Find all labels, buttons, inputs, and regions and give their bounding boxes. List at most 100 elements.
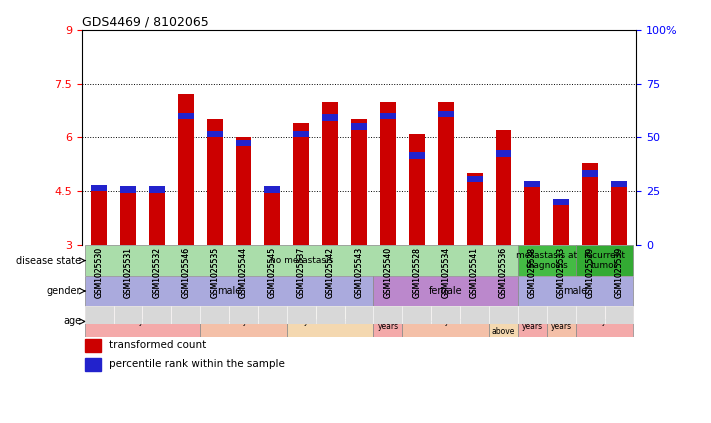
Text: GSM1025546: GSM1025546: [181, 247, 191, 298]
Bar: [85, 358, 101, 371]
Bar: [525, 181, 540, 187]
Bar: [351, 124, 367, 130]
Bar: [258, 306, 287, 324]
Text: GSM1025528: GSM1025528: [412, 247, 422, 298]
Text: no metastasis: no metastasis: [269, 256, 333, 265]
Bar: [345, 306, 373, 324]
Text: GSM1025538: GSM1025538: [528, 247, 537, 298]
Bar: [489, 306, 518, 337]
Bar: [114, 306, 142, 324]
Bar: [547, 306, 576, 324]
Bar: [322, 102, 338, 245]
Bar: [496, 130, 511, 245]
Text: GSM1025541: GSM1025541: [470, 247, 479, 298]
Text: GSM1025533: GSM1025533: [557, 247, 566, 298]
Bar: [380, 113, 396, 119]
Bar: [201, 306, 229, 324]
Bar: [438, 102, 454, 245]
Bar: [402, 306, 432, 324]
Text: 3-8 years: 3-8 years: [124, 317, 161, 326]
Text: GSM1025530: GSM1025530: [95, 247, 104, 298]
Text: GSM1025541: GSM1025541: [470, 247, 479, 298]
Bar: [402, 306, 489, 337]
Bar: [373, 306, 402, 324]
Text: GSM1025534: GSM1025534: [442, 247, 450, 298]
Text: GSM1025530: GSM1025530: [95, 247, 104, 298]
Bar: [576, 306, 604, 324]
Text: GSM1025540: GSM1025540: [383, 247, 392, 298]
Bar: [582, 163, 598, 245]
Bar: [85, 306, 114, 324]
Text: GSM1025544: GSM1025544: [239, 247, 248, 298]
Text: GSM1025540: GSM1025540: [383, 247, 392, 298]
Text: GSM1025546: GSM1025546: [181, 247, 191, 298]
Text: GSM1025538: GSM1025538: [528, 247, 537, 298]
Bar: [576, 245, 634, 276]
Bar: [380, 102, 396, 245]
Bar: [460, 306, 489, 324]
Bar: [576, 306, 634, 337]
Bar: [91, 191, 107, 245]
Text: male: male: [564, 286, 588, 296]
Bar: [373, 276, 518, 306]
Bar: [235, 137, 252, 245]
Text: metastasis at
diagnosis: metastasis at diagnosis: [516, 251, 577, 270]
Text: GSM1025531: GSM1025531: [124, 247, 132, 298]
Bar: [201, 306, 287, 337]
Text: GSM1025536: GSM1025536: [499, 247, 508, 298]
Text: GDS4469 / 8102065: GDS4469 / 8102065: [82, 16, 208, 28]
Bar: [229, 306, 258, 324]
Text: 3-8
years: 3-8 years: [378, 312, 398, 331]
Bar: [91, 184, 107, 191]
Bar: [525, 181, 540, 245]
Text: GSM1025529: GSM1025529: [586, 247, 594, 298]
Bar: [142, 306, 171, 324]
Text: 3-8
years: 3-8 years: [522, 312, 543, 331]
Bar: [294, 123, 309, 245]
Text: GSM1025543: GSM1025543: [355, 247, 363, 298]
Bar: [149, 187, 165, 193]
Bar: [466, 176, 483, 182]
Bar: [85, 306, 201, 337]
Text: percentile rank within the sample: percentile rank within the sample: [109, 359, 285, 369]
Text: GSM1025529: GSM1025529: [586, 247, 594, 298]
Text: GSM1025539: GSM1025539: [614, 247, 624, 298]
Text: 18 yea
rs and
above: 18 yea rs and above: [491, 307, 516, 336]
Text: GSM1025545: GSM1025545: [268, 247, 277, 298]
Bar: [553, 199, 570, 206]
Bar: [264, 187, 280, 193]
Text: female: female: [429, 286, 463, 296]
Bar: [432, 306, 460, 324]
Bar: [85, 338, 101, 352]
Bar: [518, 306, 547, 337]
Text: male: male: [217, 286, 241, 296]
Bar: [611, 181, 627, 187]
Bar: [518, 245, 576, 276]
Text: 3-8 years: 3-8 years: [587, 317, 623, 326]
Text: GSM1025544: GSM1025544: [239, 247, 248, 298]
Text: GSM1025537: GSM1025537: [296, 247, 306, 298]
Bar: [373, 306, 402, 337]
Text: GSM1025532: GSM1025532: [152, 247, 161, 298]
Text: GSM1025535: GSM1025535: [210, 247, 219, 298]
Bar: [518, 306, 547, 324]
Bar: [466, 173, 483, 245]
Text: 9-17 years: 9-17 years: [223, 317, 264, 326]
Text: GSM1025542: GSM1025542: [326, 247, 335, 298]
Text: GSM1025539: GSM1025539: [614, 247, 624, 298]
Bar: [409, 152, 424, 159]
Bar: [287, 306, 373, 337]
Bar: [171, 306, 201, 324]
Bar: [316, 306, 345, 324]
Text: GSM1025531: GSM1025531: [124, 247, 132, 298]
Bar: [207, 131, 223, 137]
Bar: [287, 306, 316, 324]
Bar: [178, 113, 193, 119]
Text: GSM1025542: GSM1025542: [326, 247, 335, 298]
Text: 9-17
years: 9-17 years: [551, 312, 572, 331]
Bar: [207, 119, 223, 245]
Text: GSM1025535: GSM1025535: [210, 247, 219, 298]
Text: GSM1025533: GSM1025533: [557, 247, 566, 298]
Text: transformed count: transformed count: [109, 340, 207, 350]
Bar: [322, 115, 338, 121]
